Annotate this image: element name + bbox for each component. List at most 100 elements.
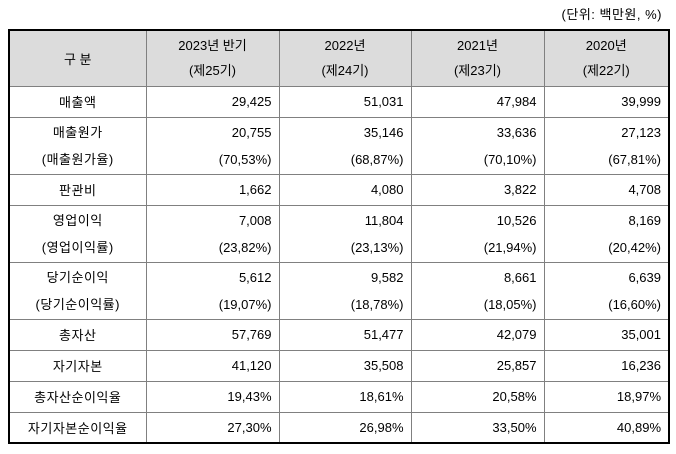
cell-amount: 7,008 bbox=[238, 212, 272, 228]
header-period-line2: (제24기) bbox=[321, 63, 369, 79]
row-label: 당기순이익 (당기순이익률) bbox=[8, 261, 147, 320]
row-label: 매출원가 (매출원가율) bbox=[8, 116, 147, 175]
row-label: 자기자본순이익율 bbox=[8, 411, 147, 444]
cell-value: 4,080 bbox=[278, 173, 412, 206]
row-label: 자기자본 bbox=[8, 349, 147, 382]
cell-value: 4,708 bbox=[543, 173, 670, 206]
row-label-line1: 매출원가 bbox=[52, 124, 103, 140]
header-period-2021: 2021년 (제23기) bbox=[410, 29, 545, 87]
row-label-line1: 당기순이익 bbox=[46, 269, 109, 285]
cell-rate: (16,60%) bbox=[608, 296, 661, 312]
cell-value: 8,661 (18,05%) bbox=[410, 261, 545, 320]
table-row-operating-profit: 영업이익 (영업이익률) 7,008 (23,82%) 11,804 (23,1… bbox=[8, 204, 670, 263]
cell-value: 27,123 (67,81%) bbox=[543, 116, 670, 175]
cell-value: 11,804 (23,13%) bbox=[278, 204, 412, 263]
cell-rate: (20,42%) bbox=[608, 239, 661, 255]
cell-value: 10,526 (21,94%) bbox=[410, 204, 545, 263]
table-row-net-income: 당기순이익 (당기순이익률) 5,612 (19,07%) 9,582 (18,… bbox=[8, 261, 670, 320]
row-label: 매출액 bbox=[8, 85, 147, 118]
cell-amount: 8,661 bbox=[503, 269, 537, 285]
row-label-line2: (당기순이익률) bbox=[35, 296, 120, 312]
row-label-line2: (매출원가율) bbox=[41, 151, 114, 167]
cell-rate: (67,81%) bbox=[608, 151, 661, 167]
cell-value: 33,50% bbox=[410, 411, 545, 444]
cell-value: 19,43% bbox=[145, 380, 280, 413]
table-header-row: 구 분 2023년 반기 (제25기) 2022년 (제24기) 2021년 (… bbox=[8, 29, 670, 87]
header-period-line1: 2020년 bbox=[585, 38, 627, 54]
header-period-line1: 2021년 bbox=[457, 38, 498, 54]
header-category: 구 분 bbox=[8, 29, 147, 87]
cell-value: 26,98% bbox=[278, 411, 412, 444]
unit-note: (단위: 백만원, %) bbox=[561, 7, 662, 22]
table-row-cogs: 매출원가 (매출원가율) 20,755 (70,53%) 35,146 (68,… bbox=[8, 116, 670, 175]
cell-amount: 20,755 bbox=[231, 124, 272, 140]
cell-amount: 10,526 bbox=[496, 212, 537, 228]
cell-rate: (70,53%) bbox=[218, 151, 272, 167]
cell-value: 8,169 (20,42%) bbox=[543, 204, 670, 263]
cell-value: 20,58% bbox=[410, 380, 545, 413]
cell-value: 6,639 (16,60%) bbox=[543, 261, 670, 320]
table-row-total-assets: 총자산 57,769 51,477 42,079 35,001 bbox=[8, 318, 670, 351]
cell-amount: 27,123 bbox=[621, 124, 661, 140]
cell-rate: (18,78%) bbox=[350, 296, 404, 312]
table-row-roa: 총자산순이익율 19,43% 18,61% 20,58% 18,97% bbox=[8, 380, 670, 413]
cell-value: 40,89% bbox=[543, 411, 670, 444]
cell-value: 18,97% bbox=[543, 380, 670, 413]
cell-value: 47,984 bbox=[410, 85, 545, 118]
header-period-line2: (제25기) bbox=[188, 63, 237, 79]
row-label: 총자산 bbox=[8, 318, 147, 351]
row-label: 영업이익 (영업이익률) bbox=[8, 204, 147, 263]
cell-value: 1,662 bbox=[145, 173, 280, 206]
cell-value: 29,425 bbox=[145, 85, 280, 118]
cell-value: 35,001 bbox=[543, 318, 670, 351]
cell-value: 20,755 (70,53%) bbox=[145, 116, 280, 175]
table-row-roe: 자기자본순이익율 27,30% 26,98% 33,50% 40,89% bbox=[8, 411, 670, 444]
cell-value: 9,582 (18,78%) bbox=[278, 261, 412, 320]
cell-rate: (23,13%) bbox=[350, 239, 404, 255]
header-period-line1: 2023년 반기 bbox=[178, 38, 247, 54]
cell-value: 35,508 bbox=[278, 349, 412, 382]
cell-value: 39,999 bbox=[543, 85, 670, 118]
cell-value: 33,636 (70,10%) bbox=[410, 116, 545, 175]
cell-amount: 35,146 bbox=[363, 124, 404, 140]
row-label: 판관비 bbox=[8, 173, 147, 206]
row-label-line2: (영업이익률) bbox=[41, 239, 114, 255]
cell-amount: 8,169 bbox=[628, 212, 661, 228]
cell-rate: (70,10%) bbox=[483, 151, 537, 167]
table-row-revenue: 매출액 29,425 51,031 47,984 39,999 bbox=[8, 85, 670, 118]
cell-rate: (21,94%) bbox=[483, 239, 537, 255]
row-label-line1: 영업이익 bbox=[52, 212, 103, 228]
cell-value: 5,612 (19,07%) bbox=[145, 261, 280, 320]
row-label: 총자산순이익율 bbox=[8, 380, 147, 413]
cell-value: 16,236 bbox=[543, 349, 670, 382]
cell-value: 7,008 (23,82%) bbox=[145, 204, 280, 263]
cell-value: 51,477 bbox=[278, 318, 412, 351]
cell-rate: (68,87%) bbox=[350, 151, 404, 167]
table-body: 매출액 29,425 51,031 47,984 39,999 매출원가 (매출… bbox=[8, 85, 670, 444]
cell-value: 3,822 bbox=[410, 173, 545, 206]
cell-value: 25,857 bbox=[410, 349, 545, 382]
header-period-line2: (제23기) bbox=[453, 63, 502, 79]
header-period-line1: 2022년 bbox=[324, 38, 366, 54]
cell-rate: (19,07%) bbox=[218, 296, 272, 312]
header-period-line2: (제22기) bbox=[582, 63, 630, 79]
cell-value: 27,30% bbox=[145, 411, 280, 444]
table-row-sga: 판관비 1,662 4,080 3,822 4,708 bbox=[8, 173, 670, 206]
cell-value: 35,146 (68,87%) bbox=[278, 116, 412, 175]
table-row-equity: 자기자본 41,120 35,508 25,857 16,236 bbox=[8, 349, 670, 382]
financial-summary-table: 구 분 2023년 반기 (제25기) 2022년 (제24기) 2021년 (… bbox=[8, 29, 670, 444]
header-period-2022: 2022년 (제24기) bbox=[278, 29, 412, 87]
cell-amount: 33,636 bbox=[496, 124, 537, 140]
cell-rate: (18,05%) bbox=[483, 296, 537, 312]
cell-value: 51,031 bbox=[278, 85, 412, 118]
cell-amount: 6,639 bbox=[628, 269, 661, 285]
cell-value: 18,61% bbox=[278, 380, 412, 413]
header-period-2023-half: 2023년 반기 (제25기) bbox=[145, 29, 280, 87]
header-period-2020: 2020년 (제22기) bbox=[543, 29, 670, 87]
cell-value: 41,120 bbox=[145, 349, 280, 382]
cell-value: 42,079 bbox=[410, 318, 545, 351]
cell-value: 57,769 bbox=[145, 318, 280, 351]
cell-rate: (23,82%) bbox=[218, 239, 272, 255]
cell-amount: 9,582 bbox=[370, 269, 404, 285]
